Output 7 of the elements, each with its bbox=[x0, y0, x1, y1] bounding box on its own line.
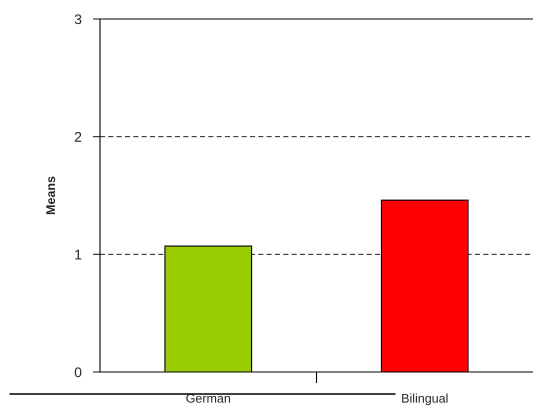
y-tick-label: 0 bbox=[74, 367, 82, 378]
y-axis-title: Means bbox=[46, 176, 56, 214]
y-tick-label: 3 bbox=[74, 14, 82, 24]
x-tick-label: German bbox=[186, 394, 230, 403]
x-tick-label: Bilingual bbox=[402, 394, 448, 406]
y-tick-label: 2 bbox=[74, 132, 82, 142]
y-tick-label: 1 bbox=[75, 250, 82, 260]
